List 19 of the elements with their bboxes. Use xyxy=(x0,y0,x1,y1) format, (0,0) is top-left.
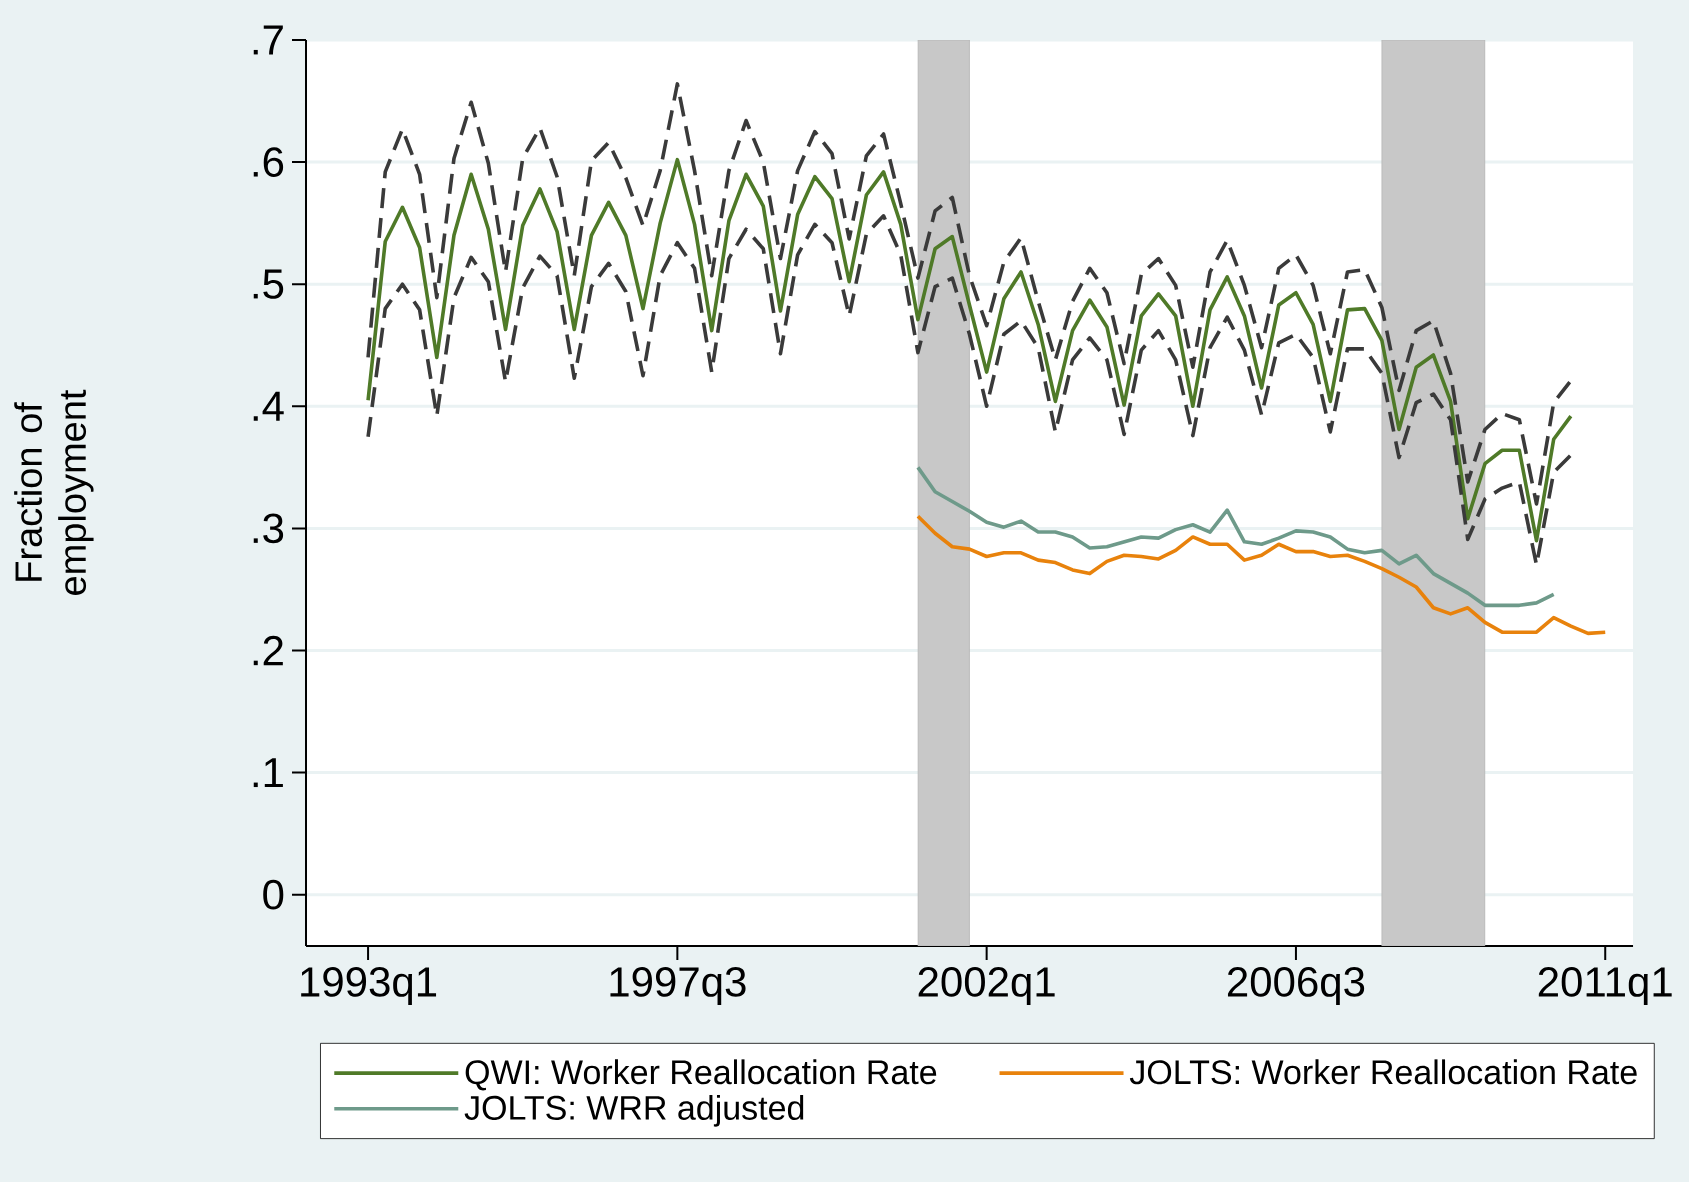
y-tick-label: .5 xyxy=(253,269,284,299)
y-tick-label: 0 xyxy=(263,879,284,910)
x-tick-label: 2006q3 xyxy=(1227,967,1365,1006)
y-tick-label: .4 xyxy=(253,391,284,421)
y-tick-label: .6 xyxy=(253,147,284,177)
line-series xyxy=(366,82,1573,506)
line-series xyxy=(366,157,1573,543)
x-tick-label: 1997q3 xyxy=(610,967,746,1006)
x-tick-label: 1993q1 xyxy=(301,967,437,1006)
x-tick-label: 2011q1 xyxy=(1538,967,1672,1006)
y-axis-title: Fraction of employment xyxy=(14,389,94,595)
legend-label: QWI: Worker Reallocation Rate xyxy=(465,1059,937,1091)
x-tick-label: 2002q1 xyxy=(918,967,1055,1006)
legend-label: JOLTS: Worker Reallocation Rate xyxy=(1129,1059,1637,1085)
y-tick-label: .1 xyxy=(253,758,283,788)
y-tick-label: .2 xyxy=(253,635,283,666)
y-tick-label: .3 xyxy=(253,513,284,544)
y-tick-label: .7 xyxy=(253,25,283,55)
legend-label: JOLTS: WRR adjusted xyxy=(464,1094,804,1127)
